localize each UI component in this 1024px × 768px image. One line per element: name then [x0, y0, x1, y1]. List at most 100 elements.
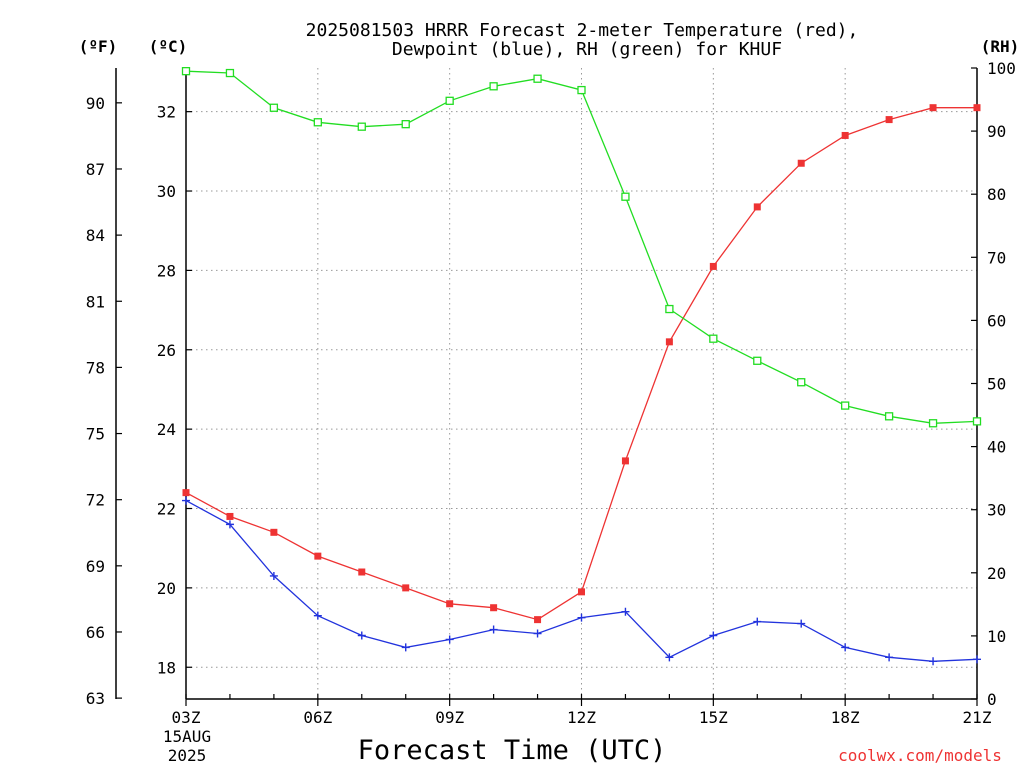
left-axis-units-f: (ºF)	[79, 37, 118, 56]
rh-tick-label: 20	[987, 564, 1006, 583]
x-axis-label: Forecast Time (UTC)	[358, 735, 667, 766]
celsius-tick-label: 26	[157, 341, 176, 360]
celsius-tick-label: 32	[157, 103, 176, 122]
dewpoint-point	[841, 643, 850, 652]
temperature-point	[270, 528, 278, 536]
fahrenheit-tick-label: 78	[86, 358, 105, 377]
rh-tick-label: 80	[987, 185, 1006, 204]
celsius-tick-label: 20	[157, 579, 176, 598]
chart-title-line1: 2025081503 HRRR Forecast 2-meter Tempera…	[306, 20, 859, 41]
temperature-point	[534, 616, 542, 624]
dewpoint-line	[185, 500, 978, 662]
temperature-point	[797, 159, 805, 167]
dewpoint-point	[665, 653, 674, 662]
x-tick-label: 15Z	[699, 708, 728, 727]
watermark: coolwx.com/models	[838, 746, 1002, 765]
temperature-point	[182, 489, 190, 497]
chart-title-line2: Dewpoint (blue), RH (green) for KHUF	[392, 39, 782, 60]
fahrenheit-tick-label: 81	[86, 292, 105, 311]
left-axis-units-c: (ºC)	[149, 37, 188, 56]
rh-tick-label: 100	[987, 59, 1016, 78]
dewpoint-point	[445, 635, 454, 644]
rh-tick-label: 40	[987, 438, 1006, 457]
dewpoint-point	[357, 631, 366, 640]
rh-point	[357, 122, 366, 131]
dewpoint-point	[182, 496, 190, 505]
dewpoint-point	[753, 617, 762, 626]
rh-point	[621, 192, 630, 201]
temperature-point	[314, 552, 322, 560]
dewpoint-point	[401, 643, 410, 652]
dewpoint-point	[885, 653, 894, 662]
temperature-point	[753, 203, 761, 211]
rh-point	[928, 419, 938, 428]
celsius-tick-label: 24	[157, 420, 176, 439]
temperature-point	[621, 457, 629, 465]
rh-point	[533, 74, 542, 83]
x-tick-label: 06Z	[303, 708, 332, 727]
temperature-point	[226, 512, 234, 520]
rh-tick-label: 30	[987, 501, 1006, 520]
dewpoint-point	[797, 619, 806, 628]
rh-point	[797, 378, 806, 387]
temperature-point	[402, 584, 410, 592]
rh-point	[841, 401, 850, 410]
x-date-line2: 2025	[168, 746, 207, 765]
fahrenheit-tick-label: 66	[86, 623, 105, 642]
rh-point	[445, 96, 454, 105]
rh-point	[665, 304, 674, 314]
dewpoint-point	[313, 611, 322, 620]
dewpoint-point	[225, 520, 234, 529]
fahrenheit-tick-label: 63	[86, 689, 105, 708]
dewpoint-point	[269, 571, 278, 580]
dewpoint-point	[533, 629, 542, 638]
fahrenheit-tick-label: 84	[86, 226, 105, 245]
x-tick-label: 03Z	[172, 708, 201, 727]
fahrenheit-tick-label: 87	[86, 160, 105, 179]
temperature-point	[665, 338, 673, 346]
right-axis-units-rh: (RH)	[981, 37, 1020, 56]
temperature-point	[841, 131, 849, 139]
rh-point	[753, 356, 762, 365]
labels: 2025081503 HRRR Forecast 2-meter Tempera…	[79, 20, 1020, 766]
dewpoint-point	[929, 657, 938, 666]
x-tick-label: 09Z	[435, 708, 464, 727]
celsius-tick-label: 28	[157, 261, 176, 280]
rh-tick-label: 0	[987, 690, 997, 709]
x-tick-label: 21Z	[963, 708, 992, 727]
rh-point	[884, 412, 894, 421]
rh-tick-label: 10	[987, 627, 1006, 646]
temperature-point	[578, 588, 585, 596]
celsius-tick-label: 18	[157, 658, 176, 677]
axes: 63 66 69 72 75 78 81 84 87 90 18 20 22 24 26 28 30 32 0 10 2…	[86, 59, 1016, 727]
celsius-tick-label: 30	[157, 182, 176, 201]
x-date-line1: 15AUG	[163, 727, 211, 746]
rh-point	[225, 68, 235, 78]
temperature-point	[929, 104, 937, 112]
fahrenheit-tick-label: 90	[86, 94, 105, 113]
temperature-point	[885, 116, 893, 124]
rh-point	[313, 118, 322, 127]
temperature-point	[446, 600, 454, 608]
rh-tick-label: 50	[987, 375, 1006, 394]
series-layer	[181, 67, 982, 666]
temperature-point	[709, 262, 717, 270]
rh-point	[577, 85, 586, 95]
rh-point	[972, 417, 982, 426]
rh-point	[181, 67, 191, 76]
rh-point	[401, 120, 410, 129]
rh-tick-label: 60	[987, 311, 1006, 330]
temperature-point	[973, 104, 981, 112]
fahrenheit-tick-label: 72	[86, 491, 105, 510]
dewpoint-point	[577, 613, 586, 622]
rh-point	[489, 82, 498, 91]
fahrenheit-tick-label: 69	[86, 557, 105, 576]
dewpoint-point	[709, 631, 718, 640]
rh-point	[269, 103, 279, 112]
x-tick-label: 12Z	[567, 708, 596, 727]
fahrenheit-tick-label: 75	[86, 425, 105, 444]
x-tick-label: 18Z	[831, 708, 860, 727]
dewpoint-point	[621, 607, 630, 616]
temperature-point	[358, 568, 366, 576]
